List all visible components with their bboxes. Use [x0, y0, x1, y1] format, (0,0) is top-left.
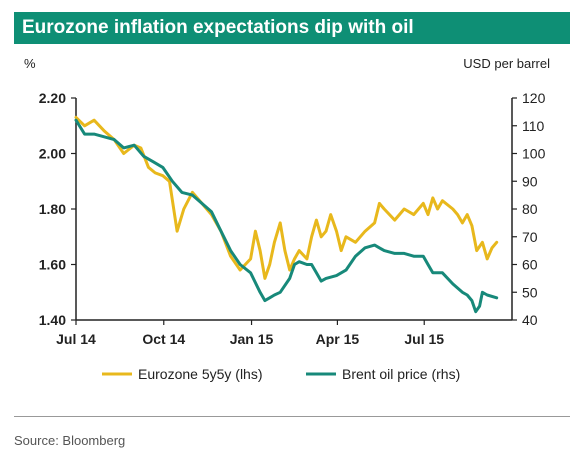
- right-tick-label: 70: [522, 229, 538, 245]
- x-tick-label: Jul 14: [56, 331, 96, 347]
- chart-svg: 2.20 2.00 1.80 1.60 1.40 120 110 100 90 80 70 60 50 4…: [39, 90, 546, 382]
- x-tick-label: Oct 14: [142, 331, 185, 347]
- legend-label-brent: Brent oil price (rhs): [342, 366, 460, 382]
- x-tick-label: Jul 15: [404, 331, 444, 347]
- left-tick-label: 2.20: [39, 90, 66, 106]
- left-tick-label: 1.40: [39, 312, 66, 328]
- left-tick-label: 1.80: [39, 201, 66, 217]
- right-axis-unit: USD per barrel: [463, 56, 550, 71]
- series-line-eurozone: [74, 115, 499, 280]
- right-tick-label: 60: [522, 257, 538, 273]
- chart-title: Eurozone inflation expectations dip with…: [22, 17, 414, 38]
- left-tick-label: 2.00: [39, 146, 66, 162]
- right-tick-label: 80: [522, 201, 538, 217]
- left-tick-label: 1.60: [39, 257, 66, 273]
- left-axis-unit: %: [24, 56, 36, 71]
- right-tick-label: 90: [522, 173, 538, 189]
- title-bar: Eurozone inflation expectations dip with…: [14, 12, 570, 44]
- right-tick-label: 40: [522, 312, 538, 328]
- divider: [14, 416, 570, 417]
- source-note: Source: Bloomberg: [14, 433, 126, 448]
- right-tick-label: 50: [522, 284, 538, 300]
- right-tick-label: 120: [522, 90, 546, 106]
- x-tick-label: Jan 15: [230, 331, 274, 347]
- series-line-brent: [74, 118, 499, 314]
- legend-label-eurozone: Eurozone 5y5y (lhs): [138, 366, 263, 382]
- right-tick-label: 110: [522, 118, 545, 134]
- right-tick-label: 100: [522, 146, 546, 162]
- x-tick-label: Apr 15: [316, 331, 360, 347]
